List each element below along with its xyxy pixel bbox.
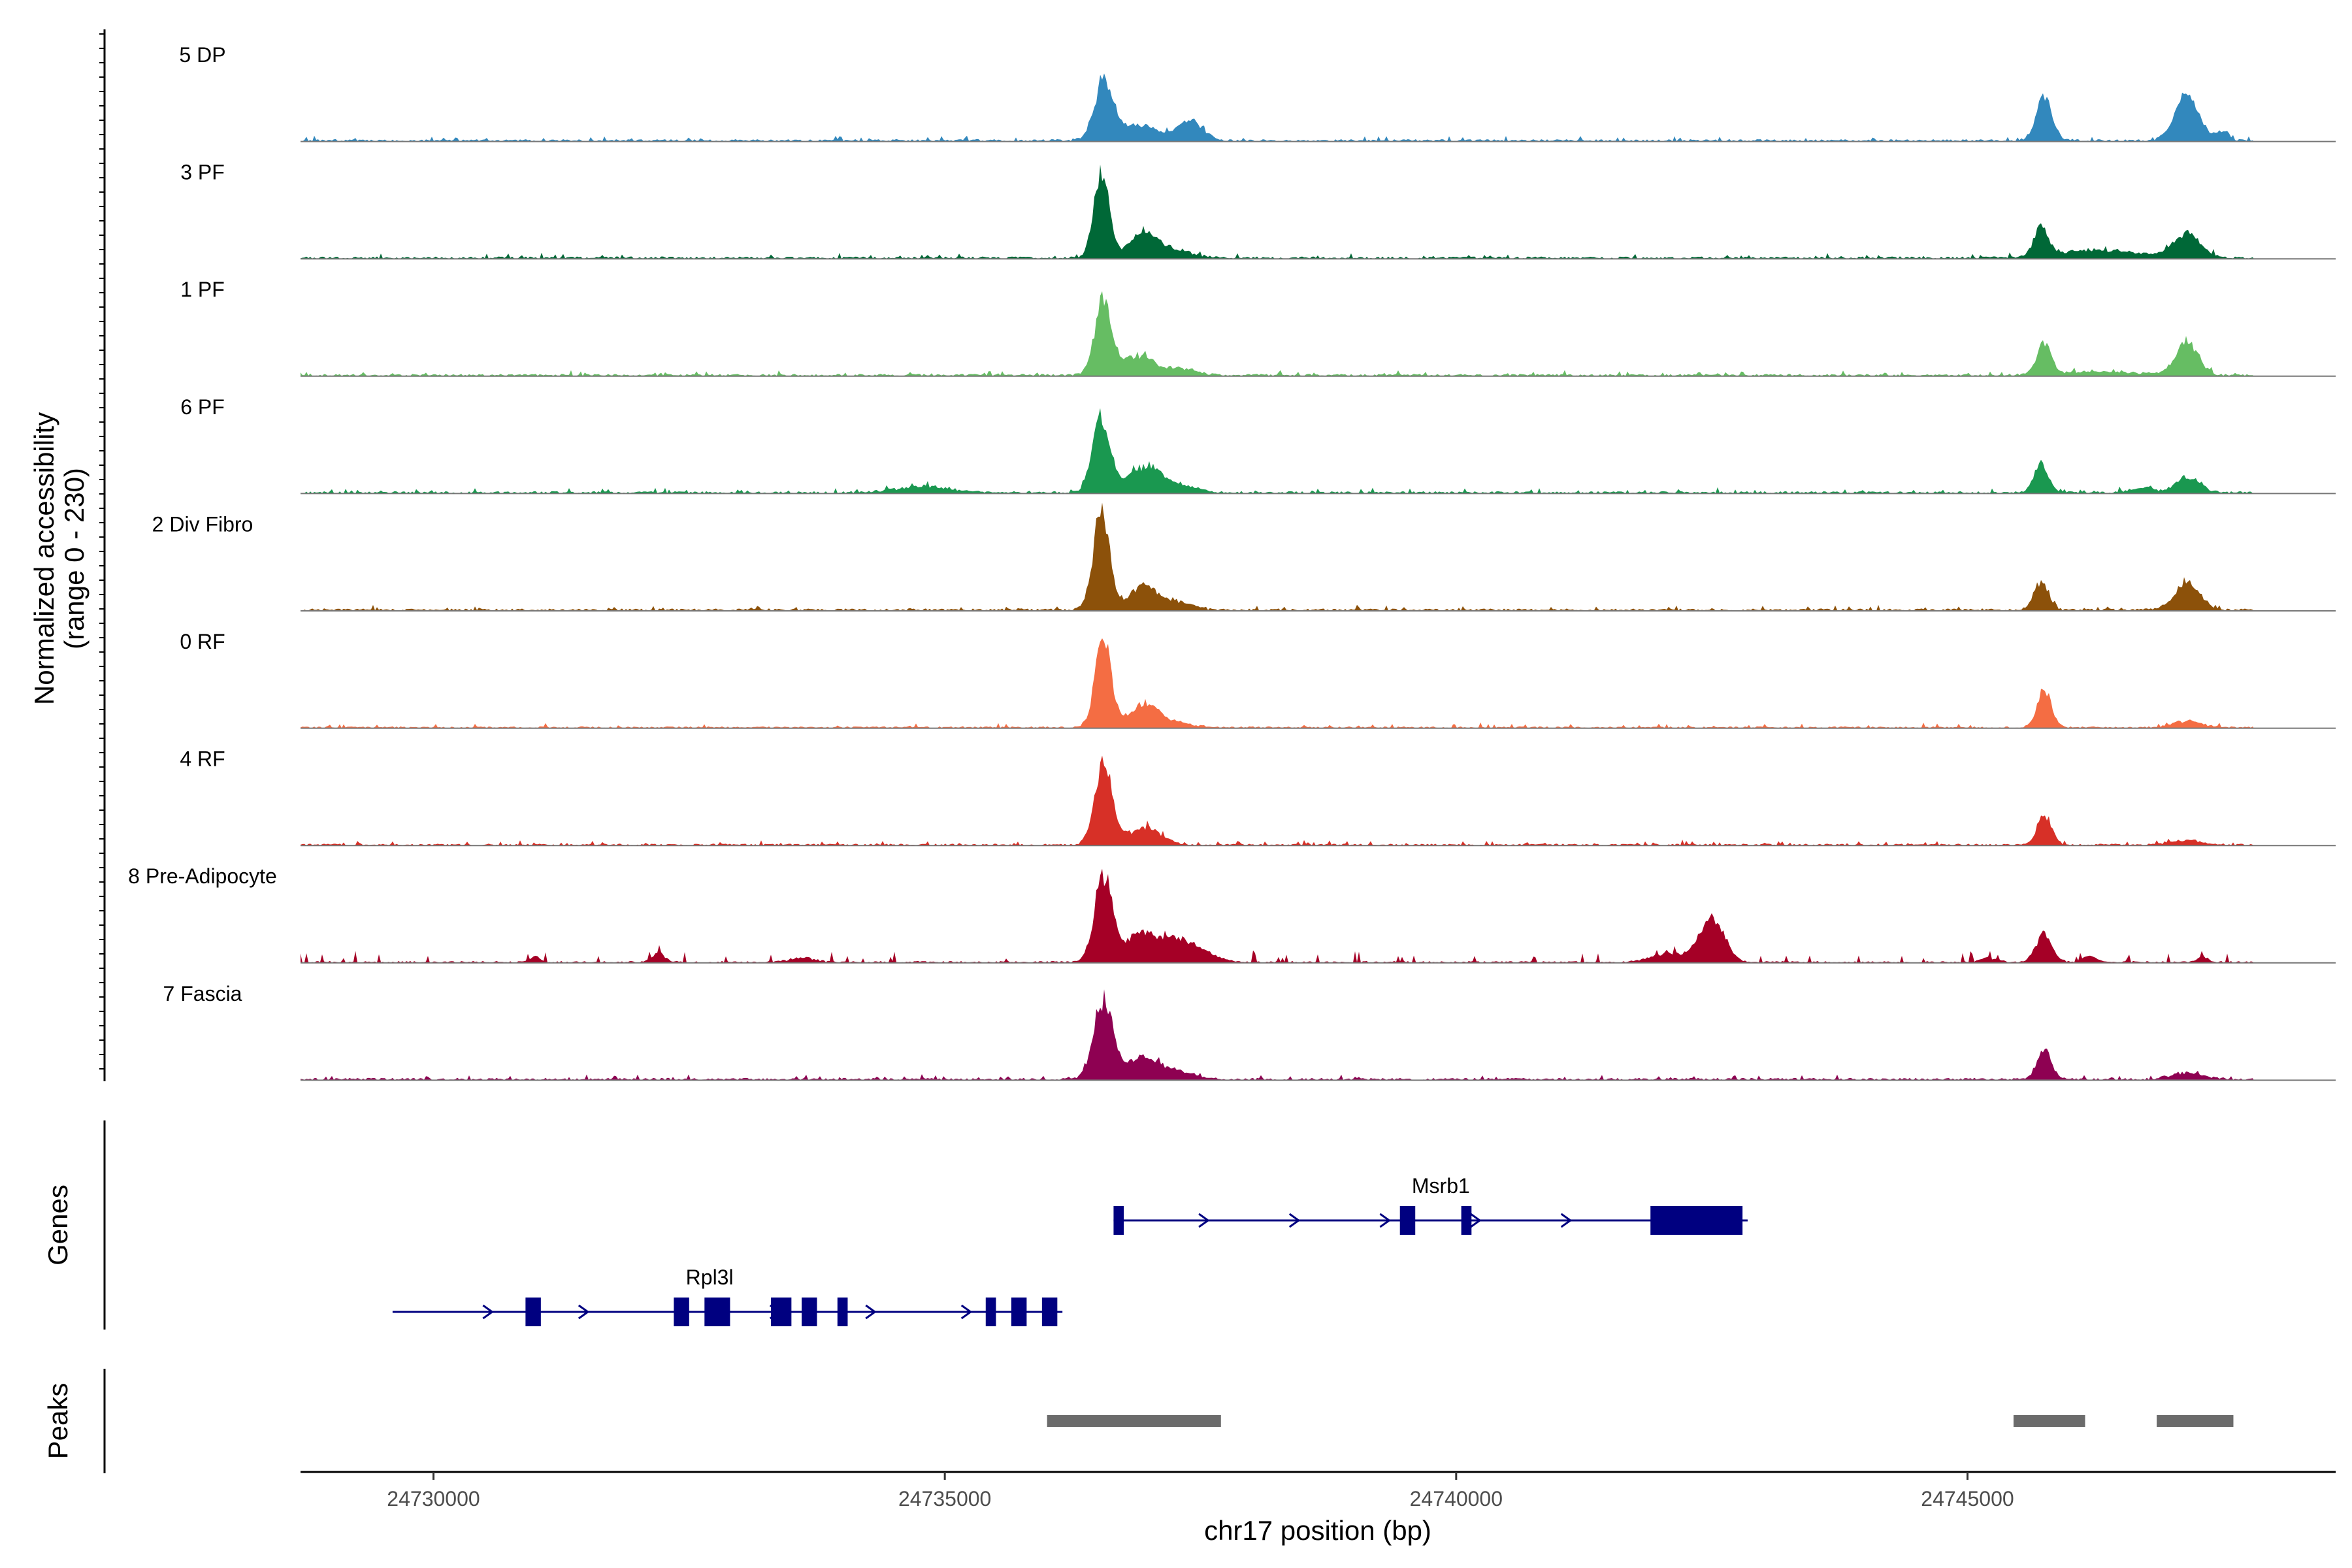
gene-label: Msrb1 bbox=[1412, 1174, 1470, 1198]
coverage-area bbox=[301, 291, 2254, 376]
track-label: 7 Fascia bbox=[163, 982, 242, 1005]
y-axis-title-line2: (range 0 - 230) bbox=[59, 468, 90, 649]
strand-arrow bbox=[1379, 1213, 1391, 1228]
gene-label: Rpl3l bbox=[686, 1266, 734, 1289]
coverage-area bbox=[301, 755, 2254, 846]
exon bbox=[704, 1298, 730, 1326]
coverage-area bbox=[301, 638, 2254, 728]
strand-arrow bbox=[1560, 1213, 1573, 1228]
peak-region bbox=[2157, 1415, 2234, 1427]
exon bbox=[837, 1298, 848, 1326]
exon bbox=[1041, 1298, 1058, 1326]
x-tick-label: 24745000 bbox=[1921, 1487, 2014, 1511]
track-label: 6 PF bbox=[180, 395, 225, 419]
exon bbox=[985, 1298, 996, 1326]
exon bbox=[802, 1298, 817, 1326]
gene-msrb1: Msrb1 bbox=[1113, 1174, 1748, 1235]
exon bbox=[1113, 1206, 1124, 1235]
track-7-fascia: 7 Fascia bbox=[163, 982, 2336, 1081]
exon bbox=[1461, 1206, 1472, 1235]
coverage-area bbox=[301, 165, 2254, 259]
y-axis-title-line1: Normalized accessibility bbox=[29, 412, 59, 705]
coverage-area bbox=[301, 989, 2254, 1081]
strand-arrow bbox=[482, 1304, 494, 1320]
strand-arrow bbox=[1198, 1213, 1210, 1228]
peaks-panel-label: Peaks bbox=[42, 1383, 73, 1460]
track-6-pf: 6 PF bbox=[180, 395, 2336, 495]
strand-arrow bbox=[1470, 1213, 1482, 1228]
gene-track: Msrb1 Rpl3l bbox=[392, 1174, 1748, 1326]
exon bbox=[1011, 1298, 1027, 1326]
exon bbox=[674, 1298, 689, 1326]
track-5-dp: 5 DP bbox=[179, 43, 2336, 142]
coverage-tracks: 5 DP 3 PF 1 PF 6 PF 2 Div Fibro 0 RF 4 RF 8 Pre… bbox=[128, 43, 2336, 1081]
track-label: 2 Div Fibro bbox=[152, 512, 253, 536]
track-label: 1 PF bbox=[180, 278, 225, 301]
track-label: 0 RF bbox=[180, 630, 225, 653]
peak-track bbox=[1047, 1415, 2234, 1427]
track-0-rf: 0 RF bbox=[180, 630, 2336, 729]
track-label: 8 Pre-Adipocyte bbox=[128, 864, 277, 888]
peak-region bbox=[1047, 1415, 1221, 1427]
track-label: 5 DP bbox=[179, 43, 225, 67]
strand-arrow bbox=[960, 1304, 973, 1320]
exon bbox=[771, 1298, 792, 1326]
track-label: 4 RF bbox=[180, 747, 225, 771]
gene-rpl3l: Rpl3l bbox=[392, 1266, 1063, 1326]
strand-arrow bbox=[865, 1304, 877, 1320]
x-tick-label: 24740000 bbox=[1410, 1487, 1503, 1511]
track-3-pf: 3 PF bbox=[180, 161, 2336, 260]
strand-arrow bbox=[578, 1304, 590, 1320]
coverage-area bbox=[301, 73, 2254, 142]
genes-panel-label: Genes bbox=[42, 1184, 73, 1266]
track-1-pf: 1 PF bbox=[180, 278, 2336, 377]
track-2-div-fibro: 2 Div Fibro bbox=[152, 502, 2336, 612]
peak-region bbox=[2013, 1415, 2085, 1427]
track-label: 3 PF bbox=[180, 161, 225, 184]
strand-arrow bbox=[1288, 1213, 1301, 1228]
track-4-rf: 4 RF bbox=[180, 747, 2336, 847]
x-axis-ticks: 24730000 24735000 24740000 24745000 bbox=[387, 1472, 2014, 1511]
coverage-area bbox=[301, 408, 2254, 494]
coverage-area bbox=[301, 868, 2254, 963]
exon bbox=[1650, 1206, 1743, 1235]
track-8-pre-adipocyte: 8 Pre-Adipocyte bbox=[128, 864, 2336, 964]
exon bbox=[525, 1298, 541, 1326]
coverage-y-ticks bbox=[99, 33, 105, 1070]
x-tick-label: 24730000 bbox=[387, 1487, 480, 1511]
exon bbox=[1399, 1206, 1416, 1235]
x-tick-label: 24735000 bbox=[898, 1487, 991, 1511]
x-axis-title: chr17 position (bp) bbox=[1204, 1515, 1431, 1546]
y-axis-title: Normalized accessibility (range 0 - 230) bbox=[29, 412, 90, 705]
coverage-area bbox=[301, 502, 2254, 611]
